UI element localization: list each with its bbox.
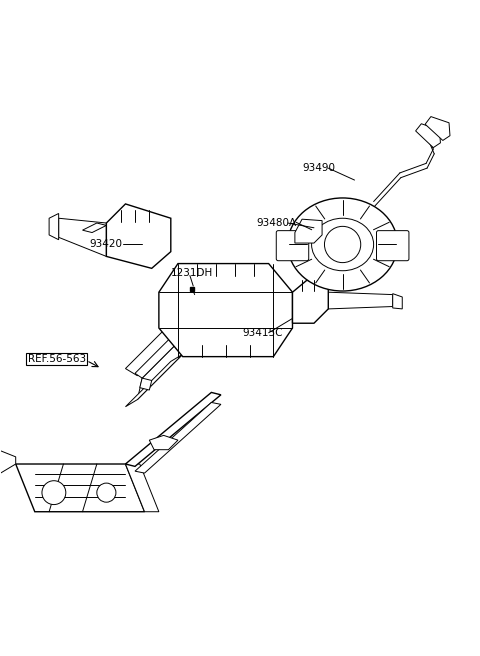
Polygon shape	[393, 294, 402, 309]
Polygon shape	[328, 292, 393, 309]
Polygon shape	[135, 402, 221, 473]
Polygon shape	[416, 124, 441, 148]
Polygon shape	[125, 354, 183, 407]
Polygon shape	[59, 218, 107, 256]
Polygon shape	[159, 264, 292, 357]
Polygon shape	[149, 436, 178, 450]
Circle shape	[324, 226, 361, 262]
Polygon shape	[295, 219, 322, 243]
Circle shape	[97, 483, 116, 502]
Polygon shape	[425, 117, 450, 140]
Polygon shape	[0, 447, 16, 478]
Polygon shape	[140, 378, 152, 390]
Polygon shape	[107, 204, 171, 268]
Polygon shape	[125, 464, 159, 512]
Polygon shape	[125, 392, 221, 466]
FancyBboxPatch shape	[376, 231, 409, 260]
Polygon shape	[137, 333, 188, 400]
Polygon shape	[49, 213, 59, 239]
Ellipse shape	[312, 218, 373, 271]
Polygon shape	[83, 223, 107, 233]
Text: 1231DH: 1231DH	[171, 268, 213, 278]
Polygon shape	[292, 280, 328, 323]
Text: 93420: 93420	[90, 239, 123, 249]
Text: 93480A: 93480A	[257, 218, 297, 228]
Polygon shape	[125, 323, 183, 376]
Polygon shape	[16, 464, 144, 512]
Text: 93415C: 93415C	[242, 328, 283, 338]
Text: 93490: 93490	[302, 163, 335, 173]
Text: REF.56-563: REF.56-563	[28, 354, 86, 364]
Polygon shape	[135, 328, 188, 378]
Circle shape	[42, 481, 66, 504]
Ellipse shape	[288, 198, 397, 291]
FancyBboxPatch shape	[276, 231, 309, 260]
